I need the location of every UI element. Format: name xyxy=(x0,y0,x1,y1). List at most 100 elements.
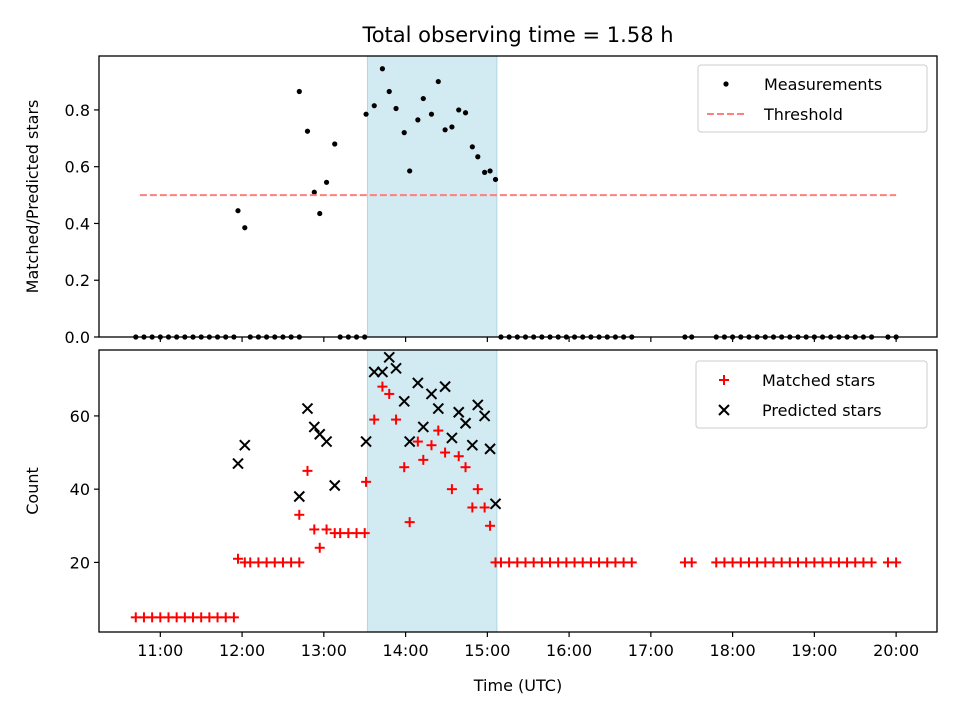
data-point xyxy=(475,154,481,160)
legend-marker xyxy=(723,81,729,87)
data-point xyxy=(482,169,488,175)
data-point xyxy=(404,517,415,528)
data-point xyxy=(302,465,313,476)
legend-label: Matched stars xyxy=(762,371,875,390)
data-point xyxy=(323,179,330,185)
data-point xyxy=(329,479,341,492)
y-tick-label: 0.0 xyxy=(65,328,90,347)
legend-label: Measurements xyxy=(764,75,882,94)
data-point xyxy=(393,105,399,112)
data-point xyxy=(232,457,244,470)
data-point xyxy=(361,476,372,487)
data-point xyxy=(384,388,395,399)
x-axis-label: Time (UTC) xyxy=(473,676,562,695)
x-tick-label: 13:00 xyxy=(301,641,347,660)
data-point xyxy=(489,498,502,510)
x-tick-label: 19:00 xyxy=(791,641,837,660)
legend-label: Predicted stars xyxy=(762,401,882,420)
data-point xyxy=(390,362,402,375)
data-point xyxy=(432,402,444,415)
data-point xyxy=(484,443,496,455)
y-tick-label: 0.2 xyxy=(65,271,90,290)
data-point xyxy=(293,490,306,503)
data-point xyxy=(386,88,392,95)
y-tick-label: 0.4 xyxy=(65,214,90,233)
data-point xyxy=(391,414,402,425)
legend-label: Threshold xyxy=(763,105,843,124)
data-point xyxy=(321,524,332,535)
data-point xyxy=(446,432,458,444)
data-point xyxy=(383,351,395,364)
series-predicted-stars xyxy=(232,351,502,510)
legend: Matched stars Predicted stars xyxy=(695,360,928,429)
data-point xyxy=(453,451,464,462)
data-point xyxy=(456,107,462,113)
x-tick-label: 17:00 xyxy=(628,641,674,660)
axes-frame xyxy=(98,55,938,338)
data-point xyxy=(376,366,389,378)
legend: Measurements Threshold xyxy=(697,64,928,133)
data-point xyxy=(446,484,457,495)
data-point xyxy=(478,410,491,422)
y-axis-label: Count xyxy=(23,467,42,515)
data-point xyxy=(232,553,243,564)
data-point xyxy=(311,189,317,195)
data-point xyxy=(398,395,410,407)
chart-title: Total observing time = 1.58 h xyxy=(361,23,673,47)
legend-marker xyxy=(718,404,730,416)
data-point xyxy=(479,502,490,513)
data-point xyxy=(425,388,438,400)
data-point xyxy=(428,111,435,117)
data-point xyxy=(304,128,311,134)
x-tick-label: 11:00 xyxy=(137,641,183,660)
data-point xyxy=(309,524,320,535)
data-point xyxy=(626,557,637,568)
data-point xyxy=(296,88,302,95)
series-matched-stars xyxy=(130,381,902,623)
data-point xyxy=(467,502,478,513)
data-point xyxy=(460,462,471,473)
data-point xyxy=(301,402,314,415)
y-tick-label: 0.8 xyxy=(65,101,90,120)
y-tick-label: 40 xyxy=(70,480,90,499)
x-tick-label: 16:00 xyxy=(546,641,592,660)
data-point xyxy=(462,110,469,116)
data-point xyxy=(440,447,451,458)
data-point xyxy=(308,421,320,433)
data-point xyxy=(487,168,493,174)
data-point xyxy=(412,377,424,389)
data-point xyxy=(472,484,483,495)
data-point xyxy=(371,103,377,109)
x-tick-label: 14:00 xyxy=(383,641,429,660)
data-point xyxy=(891,557,902,568)
data-point xyxy=(866,557,877,568)
data-point xyxy=(472,399,484,411)
axes-frame xyxy=(98,349,938,633)
data-point xyxy=(359,528,370,539)
data-point xyxy=(242,225,248,231)
data-point xyxy=(363,111,369,117)
data-point xyxy=(228,612,239,623)
data-point xyxy=(417,421,430,433)
data-point xyxy=(235,208,241,214)
data-point xyxy=(407,168,413,174)
data-point xyxy=(294,509,305,520)
y-tick-label: 60 xyxy=(70,407,90,426)
data-point xyxy=(314,542,325,553)
x-tick-label: 18:00 xyxy=(710,641,756,660)
data-point xyxy=(686,557,697,568)
ratio-panel: 0.0 0.2 0.4 0.6 0.8 Matched/Predicted stars Me… xyxy=(23,55,938,347)
data-point xyxy=(239,439,251,451)
data-point xyxy=(442,127,448,133)
x-tick-label: 15:00 xyxy=(464,641,510,660)
data-point xyxy=(399,462,410,473)
data-point xyxy=(485,520,496,531)
data-point xyxy=(492,176,499,183)
data-point xyxy=(449,124,455,130)
y-tick-label: 0.6 xyxy=(65,158,90,177)
data-point xyxy=(369,414,380,425)
data-point xyxy=(332,141,338,147)
y-tick-label: 20 xyxy=(70,553,90,572)
data-point xyxy=(320,435,333,448)
y-axis-label: Matched/Predicted stars xyxy=(23,100,42,294)
